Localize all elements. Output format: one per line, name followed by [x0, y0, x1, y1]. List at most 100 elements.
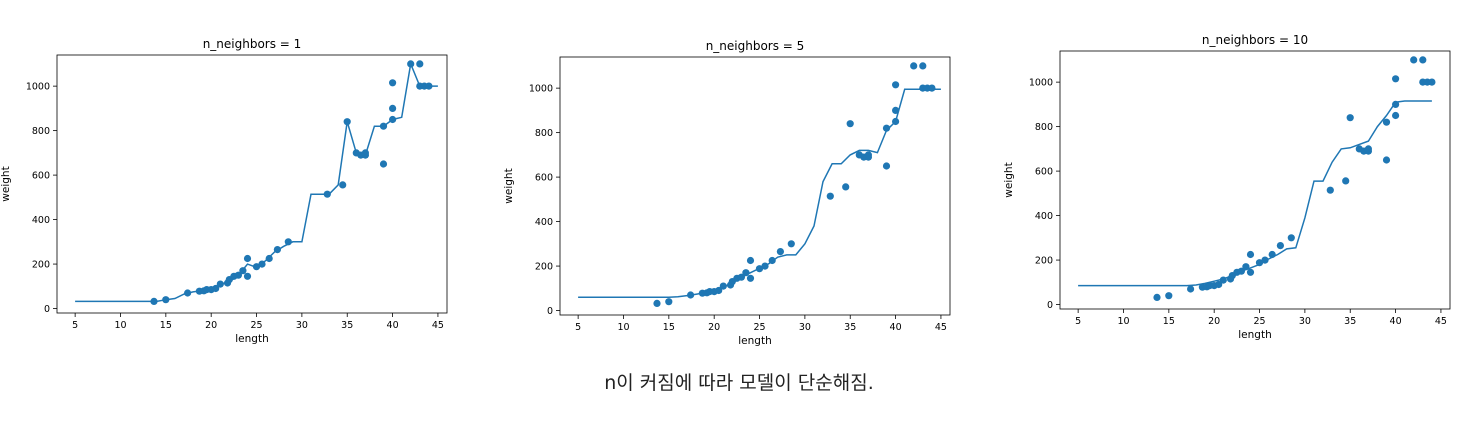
data-point: [928, 84, 936, 92]
data-point: [1410, 56, 1418, 64]
data-point: [1326, 186, 1334, 194]
data-point: [892, 81, 900, 89]
y-tick-label: 800: [1035, 122, 1053, 133]
x-tick-label: 15: [160, 320, 172, 331]
data-point: [746, 256, 755, 265]
x-tick-label: 30: [1299, 316, 1311, 327]
chart-title: n_neighbors = 1: [203, 37, 302, 51]
data-point: [653, 299, 661, 307]
x-tick-label: 40: [387, 320, 399, 331]
data-point: [1419, 56, 1427, 64]
plot-frame: [56, 54, 448, 314]
x-tick-label: 20: [1208, 316, 1220, 327]
x-tick-label: 10: [617, 322, 629, 333]
x-tick-label: 5: [1075, 316, 1081, 327]
data-point: [665, 298, 673, 306]
chart-panel-3: n_neighbors = 10 5 10 15 20 25 30 35 40 45 0 200 400…: [1003, 33, 1451, 341]
data-point: [1392, 111, 1400, 120]
y-tick-label: 200: [535, 262, 553, 273]
chart-title: n_neighbors = 10: [1202, 33, 1308, 47]
data-point: [265, 254, 273, 263]
data-point: [892, 106, 900, 114]
data-point: [746, 274, 755, 282]
y-tick-label: 600: [535, 173, 553, 184]
prediction-line: [1078, 100, 1432, 287]
data-point: [1153, 293, 1161, 301]
y-tick-label: 600: [1035, 167, 1053, 178]
data-point: [919, 62, 927, 70]
prediction-line: [578, 88, 941, 298]
chart-panel-2: n_neighbors = 5 5 10 15 20 25 30 35 40 45 0 200 400 6…: [503, 39, 951, 347]
x-tick-label: 30: [799, 322, 811, 333]
y-tick-label: 800: [32, 126, 50, 137]
data-point: [389, 79, 397, 87]
plot-frame: [1059, 50, 1451, 310]
data-point: [842, 183, 850, 191]
x-tick-label: 5: [72, 320, 78, 331]
x-tick-label: 35: [1344, 316, 1356, 327]
y-tick-label: 0: [547, 306, 553, 317]
data-point: [1382, 118, 1391, 126]
y-tick-label: 600: [32, 171, 50, 182]
data-point: [864, 151, 873, 159]
x-tick-label: 15: [1163, 316, 1175, 327]
data-point: [339, 181, 347, 189]
data-point: [1215, 280, 1223, 289]
x-tick-label: 25: [250, 320, 262, 331]
x-tick-label: 45: [432, 320, 444, 331]
chart-panel-1: n_neighbors = 1 5 10 15 20 25 30 35 40 45 0 200 400 6…: [0, 37, 448, 345]
x-tick-label: 10: [1117, 316, 1129, 327]
x-tick-label: 20: [708, 322, 720, 333]
y-tick-label: 0: [44, 304, 50, 315]
data-point: [243, 254, 252, 263]
data-point: [1428, 78, 1436, 86]
x-tick-label: 20: [205, 320, 217, 331]
data-point: [1364, 145, 1372, 153]
data-point: [379, 160, 388, 168]
data-point: [1165, 292, 1173, 300]
figure-caption: n이 커짐에 따라 모델이 단순해짐.: [604, 372, 874, 394]
x-tick-label: 30: [296, 320, 308, 331]
x-tick-label: 15: [663, 322, 675, 333]
chart-title: n_neighbors = 5: [706, 39, 805, 53]
charts-figure: n_neighbors = 15 10 15 20 25 30 35 40 4502004006…: [0, 33, 1451, 347]
data-point: [882, 162, 891, 170]
data-point: [826, 192, 834, 200]
x-tick-label: 25: [1253, 316, 1265, 327]
x-tick-label: 40: [890, 322, 902, 333]
data-point: [1346, 114, 1354, 122]
y-tick-label: 400: [535, 217, 553, 228]
data-point: [910, 62, 918, 70]
y-tick-label: 400: [1035, 211, 1053, 222]
x-axis-label: length: [235, 333, 268, 345]
x-tick-label: 35: [341, 320, 353, 331]
data-point: [212, 284, 220, 293]
y-axis-label: weight: [0, 166, 12, 201]
plot-frame: [559, 56, 951, 316]
data-point: [846, 120, 854, 128]
data-point: [1342, 177, 1350, 185]
x-tick-label: 10: [114, 320, 126, 331]
data-point: [1187, 285, 1195, 293]
data-point: [389, 104, 397, 112]
y-axis-label: weight: [503, 168, 515, 203]
y-axis-label: weight: [1003, 162, 1015, 197]
y-tick-label: 1000: [1029, 78, 1053, 89]
data-point: [787, 240, 795, 248]
x-tick-label: 45: [1435, 316, 1447, 327]
data-point: [1246, 250, 1255, 259]
x-tick-label: 5: [575, 322, 581, 333]
data-point: [1287, 234, 1295, 242]
x-axis-label: length: [1238, 329, 1271, 341]
data-point: [882, 124, 891, 132]
data-point: [243, 272, 252, 280]
y-tick-label: 200: [32, 260, 50, 271]
prediction-line: [75, 61, 438, 303]
y-tick-label: 800: [535, 128, 553, 139]
data-point: [1276, 242, 1284, 250]
data-point: [416, 60, 424, 68]
y-tick-label: 400: [32, 215, 50, 226]
y-tick-label: 1000: [529, 84, 553, 95]
data-point: [1382, 156, 1391, 164]
x-tick-label: 25: [753, 322, 765, 333]
